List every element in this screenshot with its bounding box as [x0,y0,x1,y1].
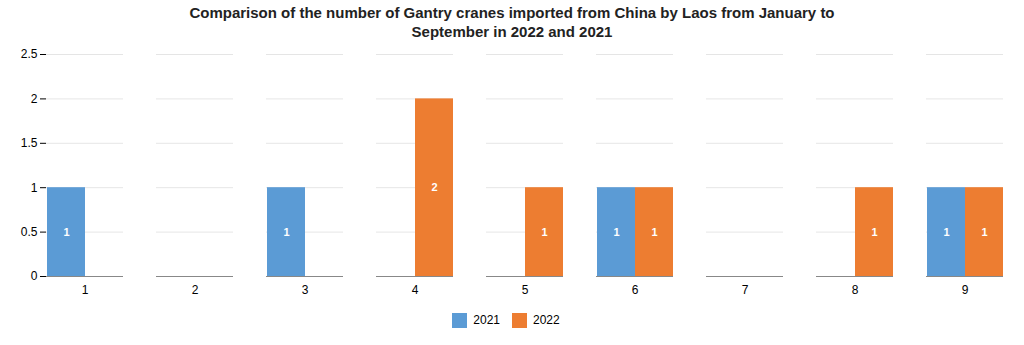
svg-text:1: 1 [31,180,38,194]
svg-text:5: 5 [522,283,529,297]
html-text:2022: 2022 [533,313,560,327]
svg-text:1: 1 [541,225,547,237]
svg-text:7: 7 [742,283,749,297]
svg-text:0: 0 [31,269,38,283]
svg-text:1.5: 1.5 [21,136,38,150]
svg-text:6: 6 [632,283,639,297]
svg-text:2.5: 2.5 [21,47,38,61]
svg-text:1: 1 [871,225,877,237]
svg-text:1: 1 [943,225,949,237]
svg-text:1: 1 [82,283,89,297]
svg-text:3: 3 [302,283,309,297]
svg-text:0.5: 0.5 [21,224,38,238]
html-text:Comparison of the number of Ga: Comparison of the number of Gantry crane… [189,4,835,40]
svg-text:8: 8 [852,283,859,297]
svg-text:1: 1 [283,225,289,237]
svg-text:2: 2 [31,91,38,105]
svg-text:4: 4 [412,283,419,297]
html-text:2021: 2021 [473,313,500,327]
svg-text:2: 2 [431,181,437,193]
svg-text:9: 9 [962,283,969,297]
svg-text:1: 1 [63,225,69,237]
svg-text:1: 1 [981,225,987,237]
svg-text:2: 2 [192,283,199,297]
svg-text:1: 1 [651,225,657,237]
svg-text:1: 1 [613,225,619,237]
